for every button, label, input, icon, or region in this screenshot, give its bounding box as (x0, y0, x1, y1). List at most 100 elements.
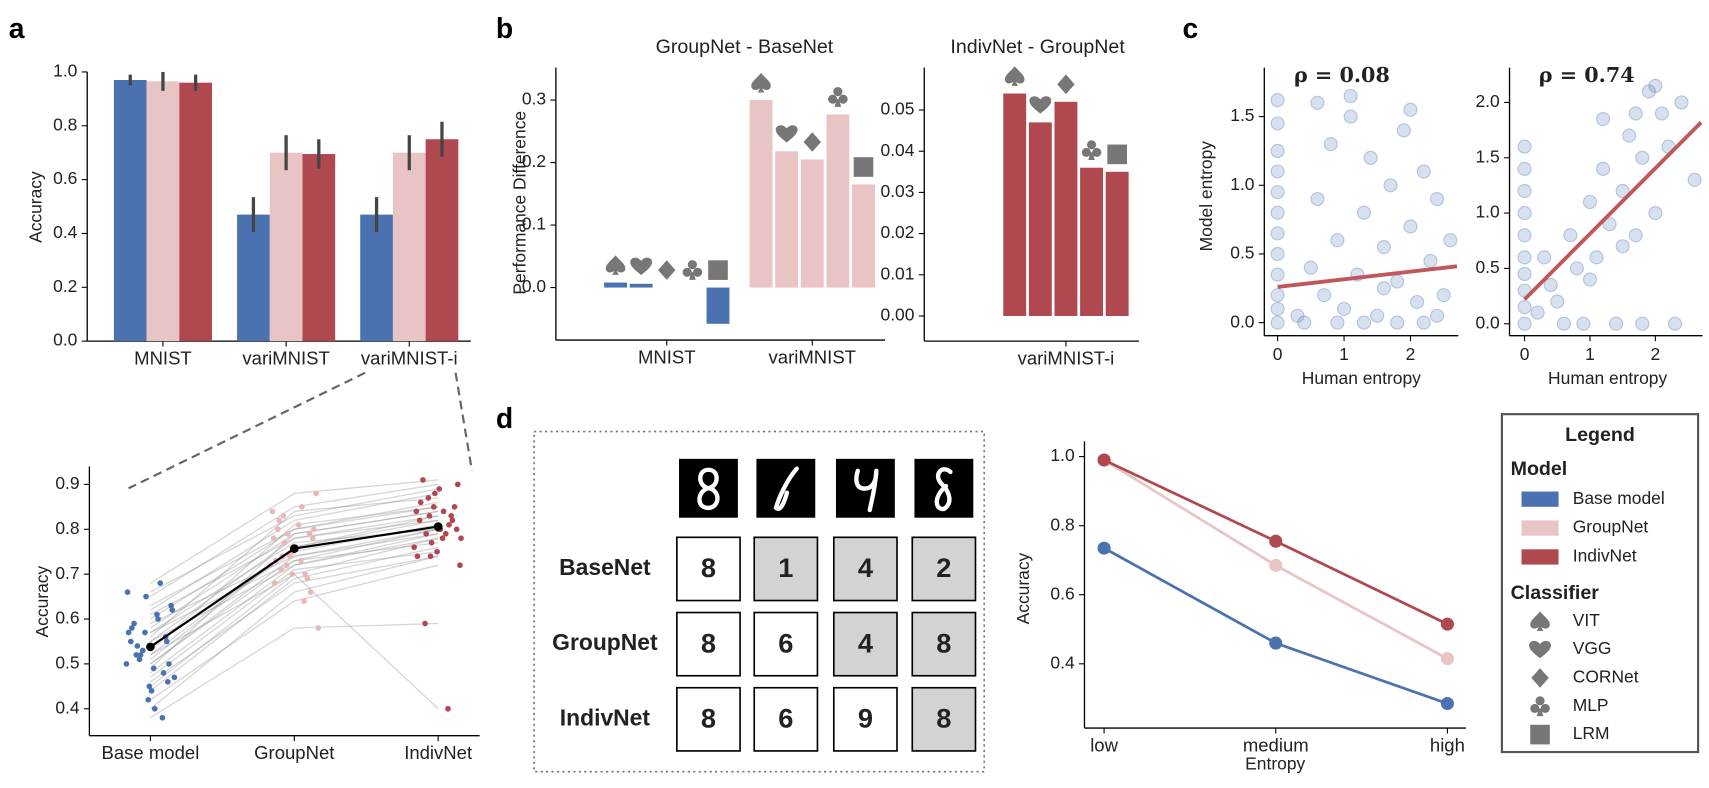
y-tick-label: 0.0 (522, 276, 547, 296)
point (1270, 267, 1285, 282)
fit-line (1523, 121, 1703, 301)
subject-point (315, 625, 322, 631)
y-tick-label: 0.04 (881, 140, 915, 160)
point (1628, 106, 1643, 121)
cell-digit: 8 (936, 703, 951, 734)
bar (749, 100, 773, 288)
point (1517, 228, 1532, 243)
subject-point (165, 679, 171, 685)
point (1390, 315, 1405, 330)
subject-line (150, 528, 439, 665)
y-tick-label: 0.00 (881, 305, 915, 325)
y-tick-label: 1.0 (1230, 174, 1255, 194)
point (1270, 288, 1285, 303)
point (1097, 541, 1111, 555)
point (1270, 185, 1285, 200)
subject-point (129, 625, 135, 631)
subject-point (422, 620, 428, 627)
subject-point (270, 535, 277, 542)
y-tick-label: 0.8 (1050, 514, 1074, 534)
point (1303, 260, 1318, 275)
y-tick-label: 0.8 (55, 518, 79, 538)
bar (1105, 171, 1129, 317)
legend-title: Legend (1565, 424, 1635, 446)
point (1550, 294, 1565, 309)
point (1595, 161, 1611, 176)
subject-point (432, 490, 438, 497)
bar (1054, 101, 1078, 317)
point (1576, 316, 1591, 331)
subject-line (150, 515, 439, 642)
row-label: GroupNet (552, 629, 658, 655)
y-axis-label: Model entropy (1196, 141, 1216, 252)
legend-swatch (1521, 549, 1559, 565)
classifier-marker (828, 86, 848, 107)
x-tick-label: IndivNet (404, 742, 473, 763)
point (1556, 316, 1571, 331)
y-tick-label: 0.05 (881, 99, 915, 119)
subject-point (448, 512, 455, 519)
bar (775, 151, 799, 288)
point (1635, 150, 1650, 165)
legend-frame (1500, 413, 1700, 754)
legend-label: Base model (1573, 488, 1665, 508)
y-tick-label: 0.8 (53, 114, 77, 134)
point (1517, 161, 1532, 176)
subject-point (420, 477, 426, 483)
row-label: BaseNet (559, 554, 651, 580)
x-tick-label: Base model (102, 742, 200, 763)
subject-point (307, 589, 314, 595)
point (1323, 136, 1338, 152)
y-axis-label: Performance Difference (510, 111, 530, 295)
point (1270, 93, 1285, 108)
point (1517, 316, 1532, 331)
y-tick-label: 1.0 (53, 61, 78, 81)
subject-point (295, 521, 302, 528)
y-tick-label: 1.0 (1475, 202, 1500, 222)
subject-line (150, 506, 439, 607)
subject-point (287, 553, 293, 560)
x-tick-label: 2 (1651, 344, 1661, 364)
point (1310, 95, 1325, 110)
bar (604, 282, 627, 288)
subject-point (457, 562, 463, 569)
subject-point (311, 526, 317, 533)
point (1674, 95, 1689, 110)
point (1602, 217, 1617, 232)
x-tick-label: high (1430, 734, 1465, 755)
point (1687, 172, 1702, 187)
classifier-marker (803, 132, 821, 152)
point (1363, 150, 1378, 165)
subject-point (284, 530, 291, 537)
legend-heading: Model (1511, 458, 1568, 480)
classifier-marker (1107, 144, 1127, 165)
subject-point (276, 517, 282, 524)
subject-point (436, 486, 443, 492)
subject-point (449, 517, 456, 524)
point (1517, 206, 1532, 221)
x-tick-label: MNIST (134, 348, 192, 369)
y-tick-label: 0.01 (881, 263, 915, 283)
point (1622, 128, 1637, 143)
subject-point (145, 696, 152, 703)
subject-point (301, 598, 307, 604)
cell (832, 686, 898, 752)
cell-digit: 4 (858, 627, 873, 658)
point (1563, 228, 1578, 243)
bar (800, 159, 824, 288)
cell (753, 686, 819, 752)
cell-digit: 6 (778, 627, 793, 658)
point (433, 522, 443, 531)
subject-point (430, 504, 437, 510)
subject-point (166, 661, 172, 667)
point (1336, 301, 1352, 316)
point (1270, 143, 1285, 159)
subject-line (150, 555, 439, 683)
y-tick-label: 0.5 (55, 653, 79, 673)
legend-label: LRM (1573, 723, 1610, 743)
subject-line (150, 564, 439, 701)
classifier-marker (658, 260, 676, 280)
subject-line (150, 479, 439, 584)
point (1582, 194, 1598, 210)
subject-point (169, 607, 176, 613)
